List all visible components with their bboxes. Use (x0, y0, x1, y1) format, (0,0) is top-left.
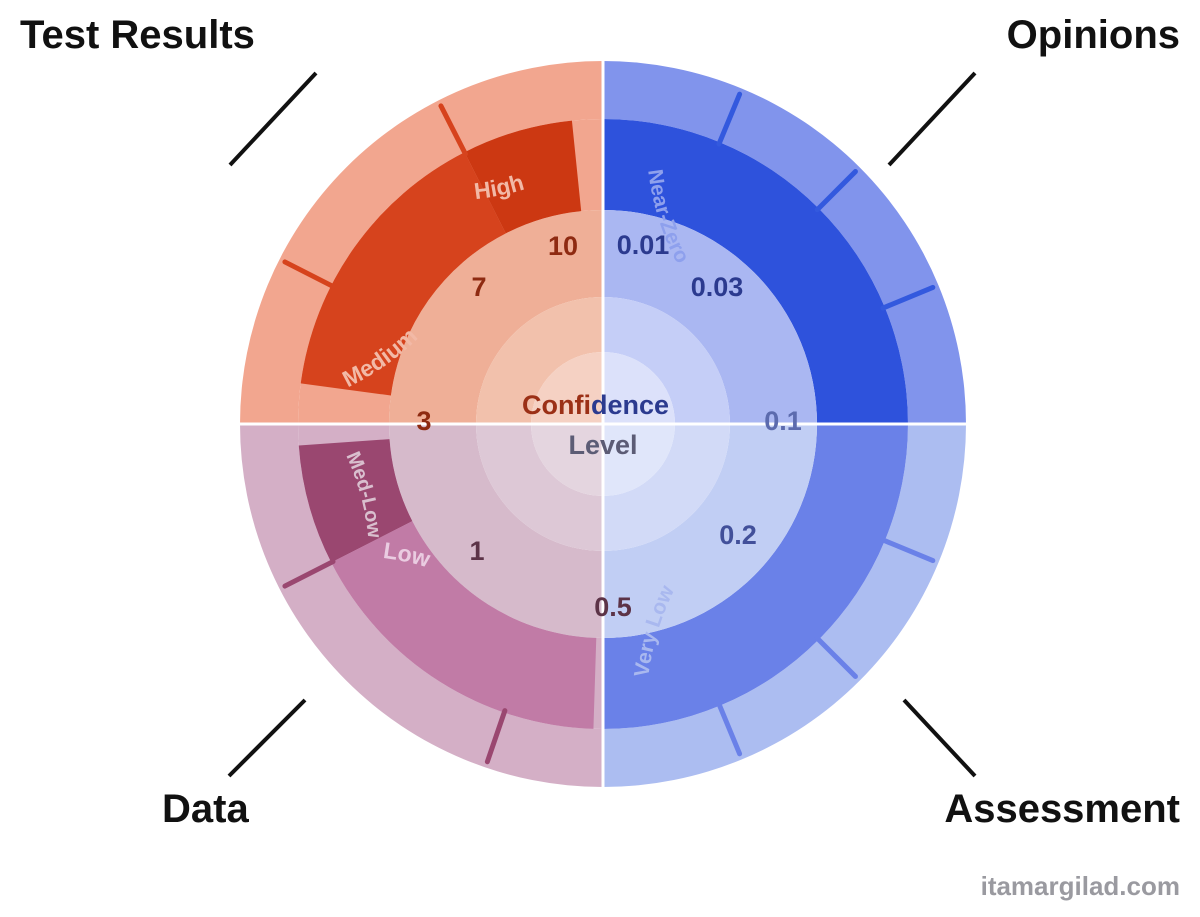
svg-text:0.5: 0.5 (594, 592, 632, 622)
svg-text:Level: Level (568, 430, 637, 460)
svg-text:1: 1 (469, 536, 484, 566)
svg-text:0.03: 0.03 (691, 272, 744, 302)
svg-text:Test Results: Test Results (20, 13, 255, 57)
svg-text:0.01: 0.01 (617, 230, 670, 260)
svg-text:itamargilad.com: itamargilad.com (981, 871, 1180, 901)
svg-text:dence: dence (591, 390, 669, 420)
svg-text:Opinions: Opinions (1007, 13, 1180, 57)
svg-text:3: 3 (416, 406, 431, 436)
svg-text:7: 7 (471, 272, 486, 302)
svg-text:Assessment: Assessment (944, 787, 1180, 831)
svg-text:Confi: Confi (522, 390, 591, 420)
svg-text:0.2: 0.2 (719, 520, 757, 550)
svg-text:Data: Data (162, 787, 249, 831)
svg-text:10: 10 (548, 231, 578, 261)
svg-text:0.1: 0.1 (764, 406, 802, 436)
